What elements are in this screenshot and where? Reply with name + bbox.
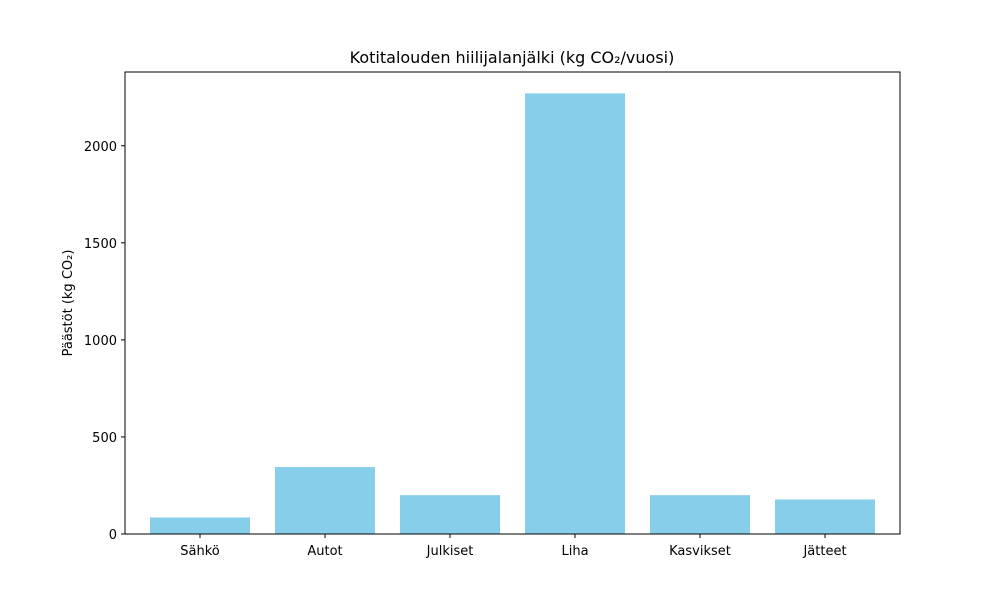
y-tick-label: 1000 [84, 334, 117, 349]
x-axis-ticks: Sähkö Autot Julkiset Liha Kasvikset Jätteet [180, 534, 847, 559]
x-tick-label: Autot [307, 544, 342, 559]
bar-3 [525, 93, 625, 535]
x-tick-label: Julkiset [426, 544, 474, 559]
bar-2 [400, 495, 500, 534]
y-tick-label: 0 [109, 528, 117, 543]
bars [150, 93, 875, 535]
y-axis-ticks: 0 500 1000 1500 2000 [84, 140, 125, 543]
y-tick-label: 1500 [84, 237, 117, 252]
bar-5 [775, 499, 875, 534]
x-tick-label: Kasvikset [669, 544, 731, 559]
x-tick-label: Sähkö [180, 544, 220, 559]
y-axis-label: Päästöt (kg CO₂) [61, 250, 76, 357]
x-tick-label: Liha [561, 544, 588, 559]
bar-0 [150, 517, 250, 534]
bar-1 [275, 467, 375, 534]
y-tick-label: 500 [92, 431, 117, 446]
y-tick-label: 2000 [84, 140, 117, 155]
x-tick-label: Jätteet [802, 544, 846, 559]
chart-title: Kotitalouden hiilijalanjälki (kg CO₂/vuo… [350, 48, 675, 67]
bar-4 [650, 495, 750, 534]
plot-frame [124, 71, 901, 535]
